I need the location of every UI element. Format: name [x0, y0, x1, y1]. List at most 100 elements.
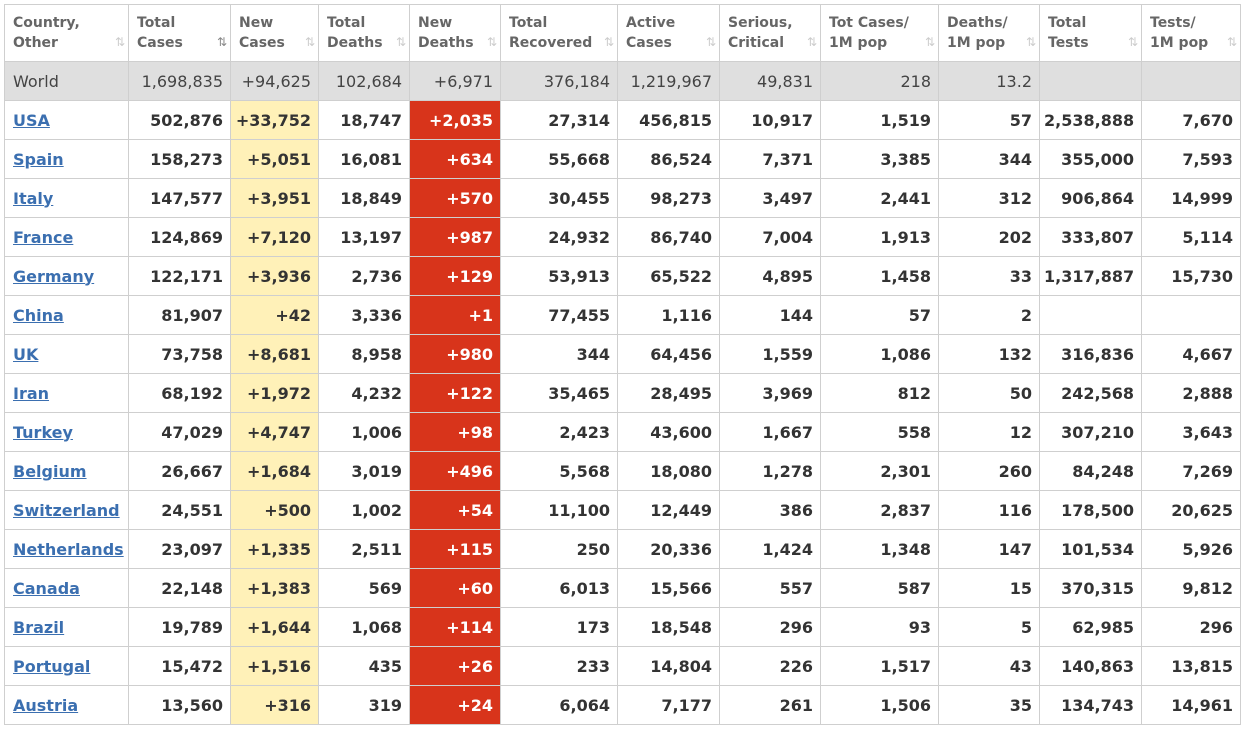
cell-deaths-per-1m: 35 [938, 685, 1040, 725]
cell-country: Switzerland [4, 490, 129, 530]
column-header-new-deaths[interactable]: New Deaths ⇅ [409, 4, 501, 62]
country-link[interactable]: Austria [13, 695, 79, 715]
sort-active-icon[interactable]: ⇅ [216, 35, 227, 49]
cell-serious-critical: 3,497 [719, 178, 821, 218]
column-header-serious-critical[interactable]: Serious, Critical ⇅ [719, 4, 821, 62]
cell-tests-per-1m: 2,888 [1141, 373, 1241, 413]
country-link[interactable]: France [13, 227, 74, 247]
cell-new-cases: +316 [230, 685, 319, 725]
sort-icon[interactable]: ⇅ [1127, 35, 1138, 49]
country-link[interactable]: Iran [13, 383, 50, 403]
sort-icon[interactable]: ⇅ [114, 35, 125, 49]
sort-icon[interactable]: ⇅ [603, 35, 614, 49]
table-row: Spain 158,273 +5,051 16,081 +634 55,668 86,524… [4, 139, 1241, 179]
column-header-label: Total [137, 15, 176, 31]
column-header-active-cases[interactable]: Active Cases ⇅ [617, 4, 720, 62]
country-link[interactable]: Turkey [13, 422, 73, 442]
cell-total-cases: 24,551 [128, 490, 231, 530]
cell-deaths-per-1m: 312 [938, 178, 1040, 218]
cell-tests-per-1m: 7,593 [1141, 139, 1241, 179]
column-header-tests-per-1m[interactable]: Tests/1M pop ⇅ [1141, 4, 1241, 62]
cell-country: Netherlands [4, 529, 129, 569]
cell-total-deaths: 102,684 [318, 61, 410, 101]
cell-total-deaths: 8,958 [318, 334, 410, 374]
country-link[interactable]: UK [13, 344, 39, 364]
cell-new-deaths: +6,971 [409, 61, 501, 101]
cell-country: Austria [4, 685, 129, 725]
cell-new-cases: +500 [230, 490, 319, 530]
country-link[interactable]: Canada [13, 578, 80, 598]
column-header-deaths-per-1m[interactable]: Deaths/1M pop ⇅ [938, 4, 1040, 62]
cell-active-cases: 28,495 [617, 373, 720, 413]
country-link[interactable]: USA [13, 110, 50, 130]
cell-country: Iran [4, 373, 129, 413]
column-header-total-deaths[interactable]: Total Deaths ⇅ [318, 4, 410, 62]
cell-active-cases: 86,740 [617, 217, 720, 257]
sort-icon[interactable]: ⇅ [705, 35, 716, 49]
country-link[interactable]: Belgium [13, 461, 87, 481]
cell-tot-cases-per-1m: 812 [820, 373, 939, 413]
cell-serious-critical: 144 [719, 295, 821, 335]
cell-country: USA [4, 100, 129, 140]
cell-serious-critical: 1,559 [719, 334, 821, 374]
country-link[interactable]: Switzerland [13, 500, 120, 520]
column-header-total-recovered[interactable]: Total Recovered ⇅ [500, 4, 618, 62]
cell-tests-per-1m: 296 [1141, 607, 1241, 647]
cell-new-cases: +1,335 [230, 529, 319, 569]
table-row: Canada 22,148 +1,383 569 +60 6,013 15,566 557 58… [4, 568, 1241, 608]
country-link[interactable]: Spain [13, 149, 64, 169]
sort-icon[interactable]: ⇅ [486, 35, 497, 49]
column-header-total-cases[interactable]: Total Cases ⇅ [128, 4, 231, 62]
country-link[interactable]: Portugal [13, 656, 91, 676]
cell-serious-critical: 1,278 [719, 451, 821, 491]
cell-deaths-per-1m: 5 [938, 607, 1040, 647]
cell-total-tests: 333,807 [1039, 217, 1142, 257]
cell-deaths-per-1m: 147 [938, 529, 1040, 569]
cell-active-cases: 18,080 [617, 451, 720, 491]
cell-country: Spain [4, 139, 129, 179]
cell-deaths-per-1m: 33 [938, 256, 1040, 296]
cell-total-recovered: 11,100 [500, 490, 618, 530]
cell-total-recovered: 6,064 [500, 685, 618, 725]
column-header-label: Cases [137, 35, 183, 51]
cell-total-cases: 23,097 [128, 529, 231, 569]
cell-total-recovered: 233 [500, 646, 618, 686]
country-link[interactable]: Netherlands [13, 539, 124, 559]
cell-total-deaths: 2,736 [318, 256, 410, 296]
cell-tot-cases-per-1m: 2,301 [820, 451, 939, 491]
cell-active-cases: 1,219,967 [617, 61, 720, 101]
sort-icon[interactable]: ⇅ [1025, 35, 1036, 49]
cell-total-cases: 13,560 [128, 685, 231, 725]
country-link[interactable]: Italy [13, 188, 54, 208]
country-link[interactable]: Germany [13, 266, 95, 286]
cell-serious-critical: 10,917 [719, 100, 821, 140]
table-row: Iran 68,192 +1,972 4,232 +122 35,465 28,495 3,9… [4, 373, 1241, 413]
cell-new-deaths: +60 [409, 568, 501, 608]
column-header-total-tests[interactable]: Total Tests ⇅ [1039, 4, 1142, 62]
covid-stats-table: Country, Other ⇅ Total Cases ⇅ New Cases ⇅ Total D… [4, 4, 1241, 725]
cell-total-cases: 22,148 [128, 568, 231, 608]
cell-tot-cases-per-1m: 1,519 [820, 100, 939, 140]
column-header-tot-cases-per-1m[interactable]: Tot Cases/1M pop ⇅ [820, 4, 939, 62]
cell-country: China [4, 295, 129, 335]
table-row: Switzerland 24,551 +500 1,002 +54 11,100 12,44… [4, 490, 1241, 530]
table-row: Netherlands 23,097 +1,335 2,511 +115 250 20,33… [4, 529, 1241, 569]
sort-icon[interactable]: ⇅ [806, 35, 817, 49]
sort-icon[interactable]: ⇅ [1226, 35, 1237, 49]
cell-tests-per-1m: 5,926 [1141, 529, 1241, 569]
country-link[interactable]: China [13, 305, 64, 325]
cell-total-deaths: 569 [318, 568, 410, 608]
cell-total-deaths: 1,002 [318, 490, 410, 530]
country-link[interactable]: Brazil [13, 617, 65, 637]
column-header-country[interactable]: Country, Other ⇅ [4, 4, 129, 62]
cell-new-cases: +1,516 [230, 646, 319, 686]
cell-total-recovered: 27,314 [500, 100, 618, 140]
cell-active-cases: 43,600 [617, 412, 720, 452]
sort-icon[interactable]: ⇅ [395, 35, 406, 49]
cell-total-tests: 355,000 [1039, 139, 1142, 179]
cell-new-cases: +5,051 [230, 139, 319, 179]
sort-icon[interactable]: ⇅ [924, 35, 935, 49]
sort-icon[interactable]: ⇅ [304, 35, 315, 49]
cell-serious-critical: 1,667 [719, 412, 821, 452]
column-header-new-cases[interactable]: New Cases ⇅ [230, 4, 319, 62]
